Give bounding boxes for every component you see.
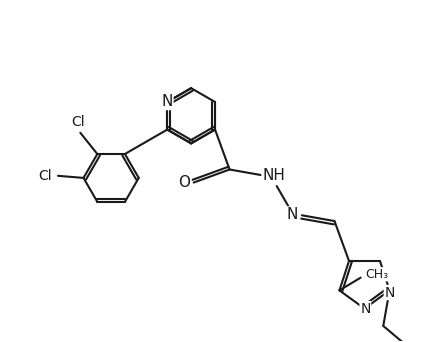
Text: Cl: Cl (38, 169, 52, 183)
Text: N: N (287, 207, 298, 222)
Text: N: N (384, 286, 395, 300)
Text: O: O (178, 175, 190, 190)
Text: N: N (161, 94, 173, 109)
Text: Cl: Cl (71, 115, 85, 129)
Text: CH₃: CH₃ (365, 268, 388, 281)
Text: NH: NH (262, 168, 285, 183)
Text: N: N (360, 302, 371, 316)
